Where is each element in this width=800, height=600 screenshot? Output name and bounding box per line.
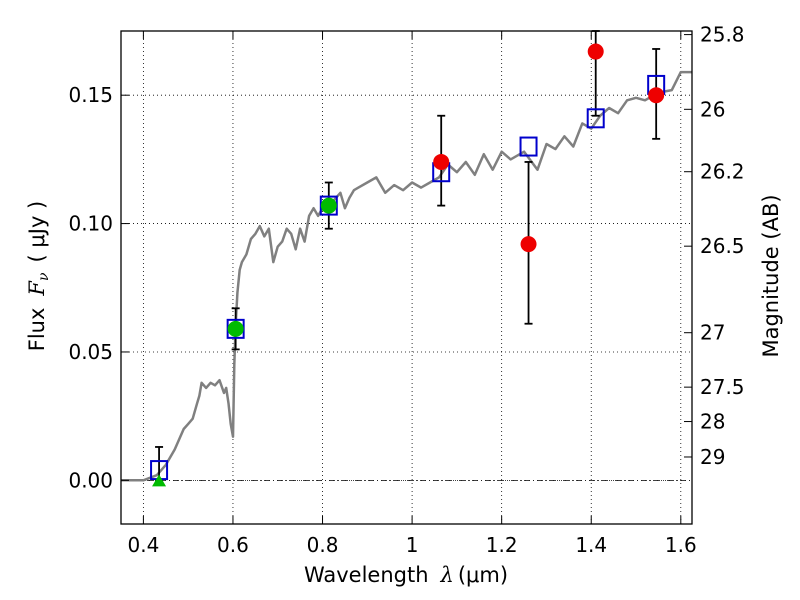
y2-tick-label: 27.5	[700, 375, 745, 399]
model-flux-marker	[519, 136, 538, 157]
y2-tick-labels: 25.8 26 26.2 26.5 27 27.5 28 29	[700, 23, 745, 469]
x-tick-label: 1	[406, 533, 419, 557]
spectrum-line	[121, 70, 692, 482]
photometry-points	[150, 43, 666, 487]
x-tick-label: 1.6	[665, 533, 697, 557]
y2-tick-label: 29	[700, 445, 725, 469]
y2-tick-label: 25.8	[700, 23, 745, 47]
model-spectrum	[121, 70, 692, 482]
y-axis-title: FluxFν( μJy )	[25, 201, 52, 351]
y-tick-labels: 0.00 0.05 0.10 0.15	[68, 83, 113, 492]
x-tick-label: 0.6	[217, 533, 249, 557]
y-tick-label: 0.05	[68, 340, 113, 364]
x-tick-label: 0.8	[307, 533, 339, 557]
grid	[121, 31, 692, 524]
observed-flux-marker	[227, 320, 244, 337]
y2-tick-label: 26.2	[700, 160, 745, 184]
y2-tick-label: 26	[700, 97, 725, 121]
observed-flux-marker	[320, 197, 337, 214]
model-flux-marker	[586, 108, 605, 129]
x-axis-title: Wavelength λ (μm)	[304, 563, 508, 587]
x-tick-labels: 0.4 0.6 0.8 1 1.2 1.4 1.6	[127, 533, 696, 557]
error-bars	[155, 30, 661, 482]
x-tick-label: 0.4	[127, 533, 159, 557]
upper-limit-marker	[152, 474, 167, 487]
x-tick-label: 1.4	[575, 533, 607, 557]
observed-flux-marker	[587, 43, 604, 60]
axis-ticks	[121, 31, 692, 524]
y2-axis-title: Magnitude (AB)	[759, 194, 783, 357]
observed-flux-marker	[433, 153, 450, 170]
y-tick-label: 0.15	[68, 83, 113, 107]
y2-tick-label: 26.5	[700, 234, 745, 258]
observed-flux-marker	[520, 236, 537, 253]
plot-frame	[120, 30, 693, 525]
x-tick-label: 1.2	[486, 533, 518, 557]
y-tick-label: 0.10	[68, 212, 113, 236]
y-tick-label: 0.00	[68, 468, 113, 492]
observed-flux-marker	[648, 87, 665, 104]
y2-tick-label: 27	[700, 321, 725, 345]
y2-tick-label: 28	[700, 410, 725, 434]
